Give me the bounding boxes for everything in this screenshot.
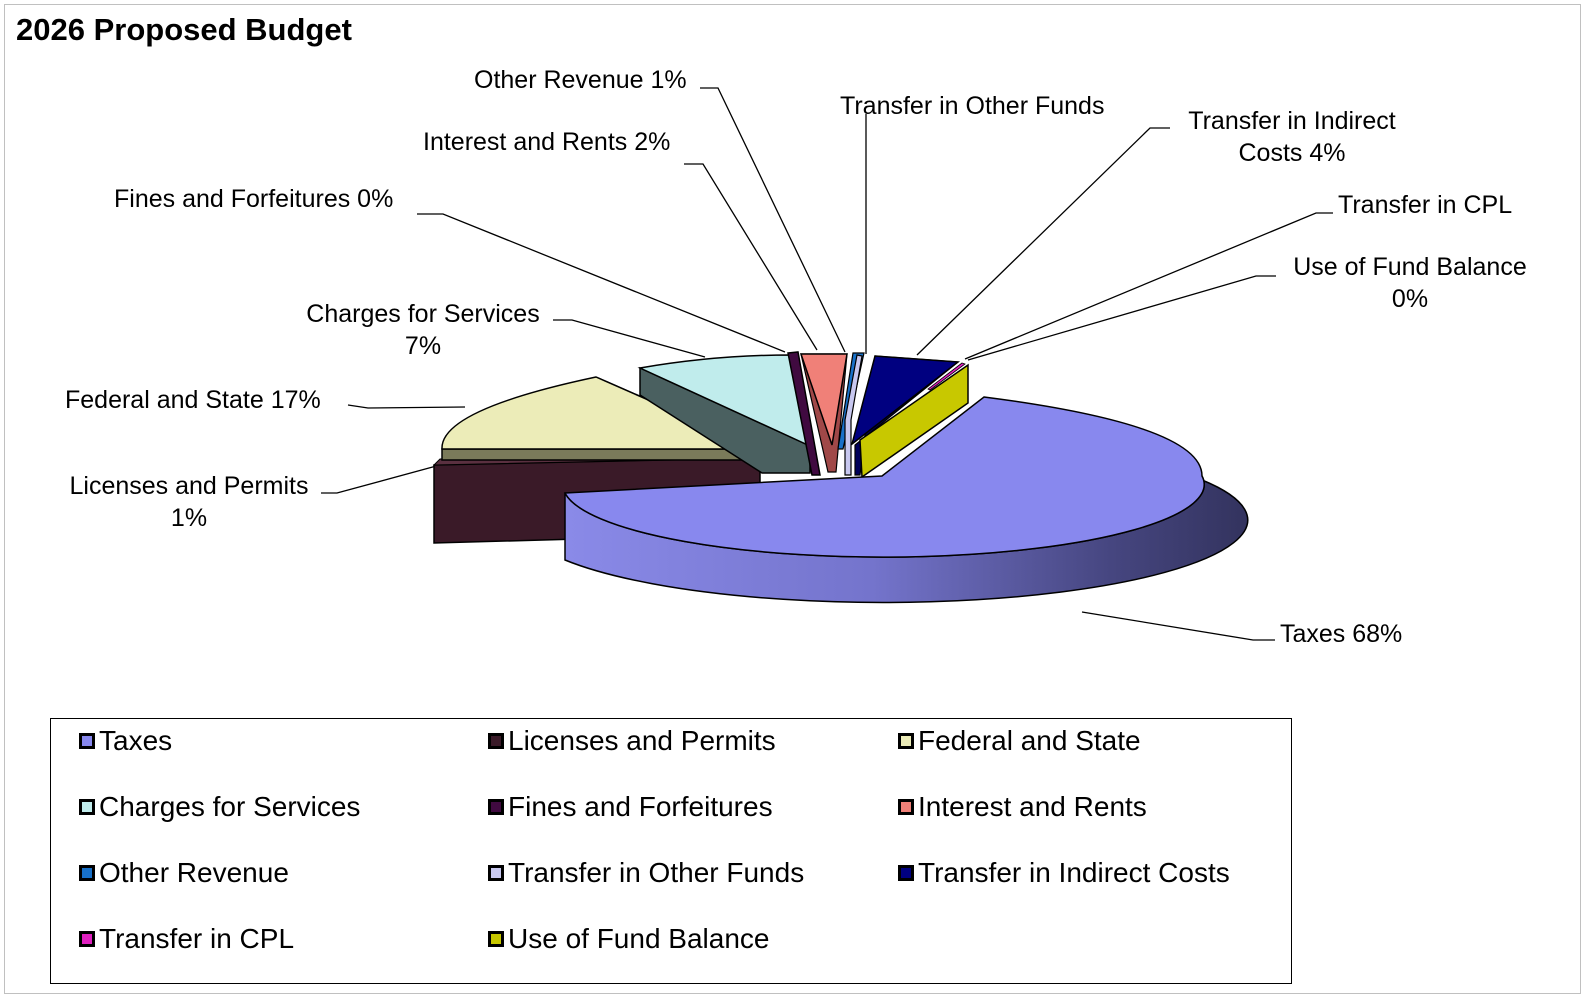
slice-label-licenses-and-permits: Licenses and Permits 1%: [69, 472, 308, 532]
legend-item-fines-and-forfeitures: Fines and Forfeitures: [488, 791, 773, 823]
legend-swatch-transfer-in-cpl: [79, 931, 95, 947]
legend-label: Transfer in Indirect Costs: [918, 857, 1230, 888]
slice-label-other-revenue: Other Revenue 1%: [474, 66, 687, 94]
slice-label-transfer-in-other-funds: Transfer in Other Funds: [840, 92, 1104, 120]
legend-item-charges-for-services: Charges for Services: [79, 791, 360, 823]
slice-label-taxes: Taxes 68%: [1280, 620, 1402, 648]
leader-lines: [321, 87, 1333, 641]
legend-item-licenses-and-permits: Licenses and Permits: [488, 725, 776, 757]
legend-label: Licenses and Permits: [508, 725, 776, 756]
leader-line-interest-and-rents: [684, 163, 818, 351]
slice-interest-and-rents: [799, 353, 848, 473]
leader-line-licenses-and-permits: [321, 464, 441, 494]
legend-swatch-taxes: [79, 733, 95, 749]
legend-swatch-licenses-and-permits: [488, 733, 504, 749]
legend-item-taxes: Taxes: [79, 725, 172, 757]
slice-label-fines-and-forfeitures: Fines and Forfeitures 0%: [114, 185, 393, 213]
leader-line-federal-and-state: [347, 404, 466, 409]
slice-taxes: [563, 396, 1249, 604]
legend-item-interest-and-rents: Interest and Rents: [898, 791, 1147, 823]
legend-label: Transfer in Other Funds: [508, 857, 805, 888]
leader-line-taxes: [1081, 611, 1275, 641]
legend-swatch-transfer-in-indirect-costs: [898, 865, 914, 881]
legend-swatch-other-revenue: [79, 865, 95, 881]
legend-label: Federal and State: [918, 725, 1141, 756]
leader-line-transfer-in-indirect-costs: [916, 127, 1170, 356]
legend-label: Interest and Rents: [918, 791, 1147, 822]
leader-line-fines-and-forfeitures: [417, 213, 786, 353]
legend-label: Transfer in CPL: [99, 923, 295, 954]
legend-label: Use of Fund Balance: [508, 923, 770, 954]
pie-chart: Other Revenue 1% Transfer in Other Funds…: [65, 66, 1527, 648]
slice-labels: Other Revenue 1% Transfer in Other Funds…: [65, 66, 1527, 648]
slice-transfer-in-other-funds: [844, 354, 863, 476]
legend-item-transfer-in-cpl: Transfer in CPL: [79, 923, 294, 955]
legend-item-use-of-fund-balance: Use of Fund Balance: [488, 923, 770, 955]
slice-transfer-in-cpl: [927, 362, 966, 391]
legend-swatch-fines-and-forfeitures: [488, 799, 504, 815]
leader-line-use-of-fund-balance: [967, 275, 1276, 361]
legend-swatch-use-of-fund-balance: [488, 931, 504, 947]
slice-charges-for-services: [637, 354, 812, 474]
chart-legend: Taxes Licenses and Permits Federal and Sta…: [50, 718, 1292, 984]
legend-swatch-charges-for-services: [79, 799, 95, 815]
legend-item-transfer-in-indirect-costs: Transfer in Indirect Costs: [898, 857, 1230, 889]
legend-swatch-transfer-in-other-funds: [488, 865, 504, 881]
slice-fines-and-forfeitures: [787, 351, 821, 476]
legend-swatch-federal-and-state: [898, 733, 914, 749]
leader-line-charges-for-services: [553, 319, 706, 358]
slice-label-use-of-fund-balance: Use of Fund Balance 0%: [1293, 253, 1526, 313]
legend-label: Charges for Services: [99, 791, 361, 822]
legend-item-federal-and-state: Federal and State: [898, 725, 1141, 757]
chart-frame: [4, 4, 1581, 994]
leader-line-transfer-in-cpl: [964, 212, 1333, 360]
legend-swatch-interest-and-rents: [898, 799, 914, 815]
slice-label-interest-and-rents: Interest and Rents 2%: [423, 128, 670, 156]
slice-label-charges-for-services: Charges for Services 7%: [306, 300, 539, 360]
chart-title: 2026 Proposed Budget: [16, 12, 352, 47]
legend-item-other-revenue: Other Revenue: [79, 857, 289, 889]
slice-label-transfer-in-cpl: Transfer in CPL: [1338, 191, 1512, 219]
slice-label-transfer-in-indirect-costs: Transfer in Indirect Costs 4%: [1188, 107, 1396, 167]
legend-label: Other Revenue: [99, 857, 289, 888]
legend-label: Fines and Forfeitures: [508, 791, 773, 822]
leader-line-other-revenue: [700, 87, 846, 353]
legend-label: Taxes: [99, 725, 173, 756]
slice-label-federal-and-state: Federal and State 17%: [65, 386, 321, 414]
legend-item-transfer-in-other-funds: Transfer in Other Funds: [488, 857, 804, 889]
